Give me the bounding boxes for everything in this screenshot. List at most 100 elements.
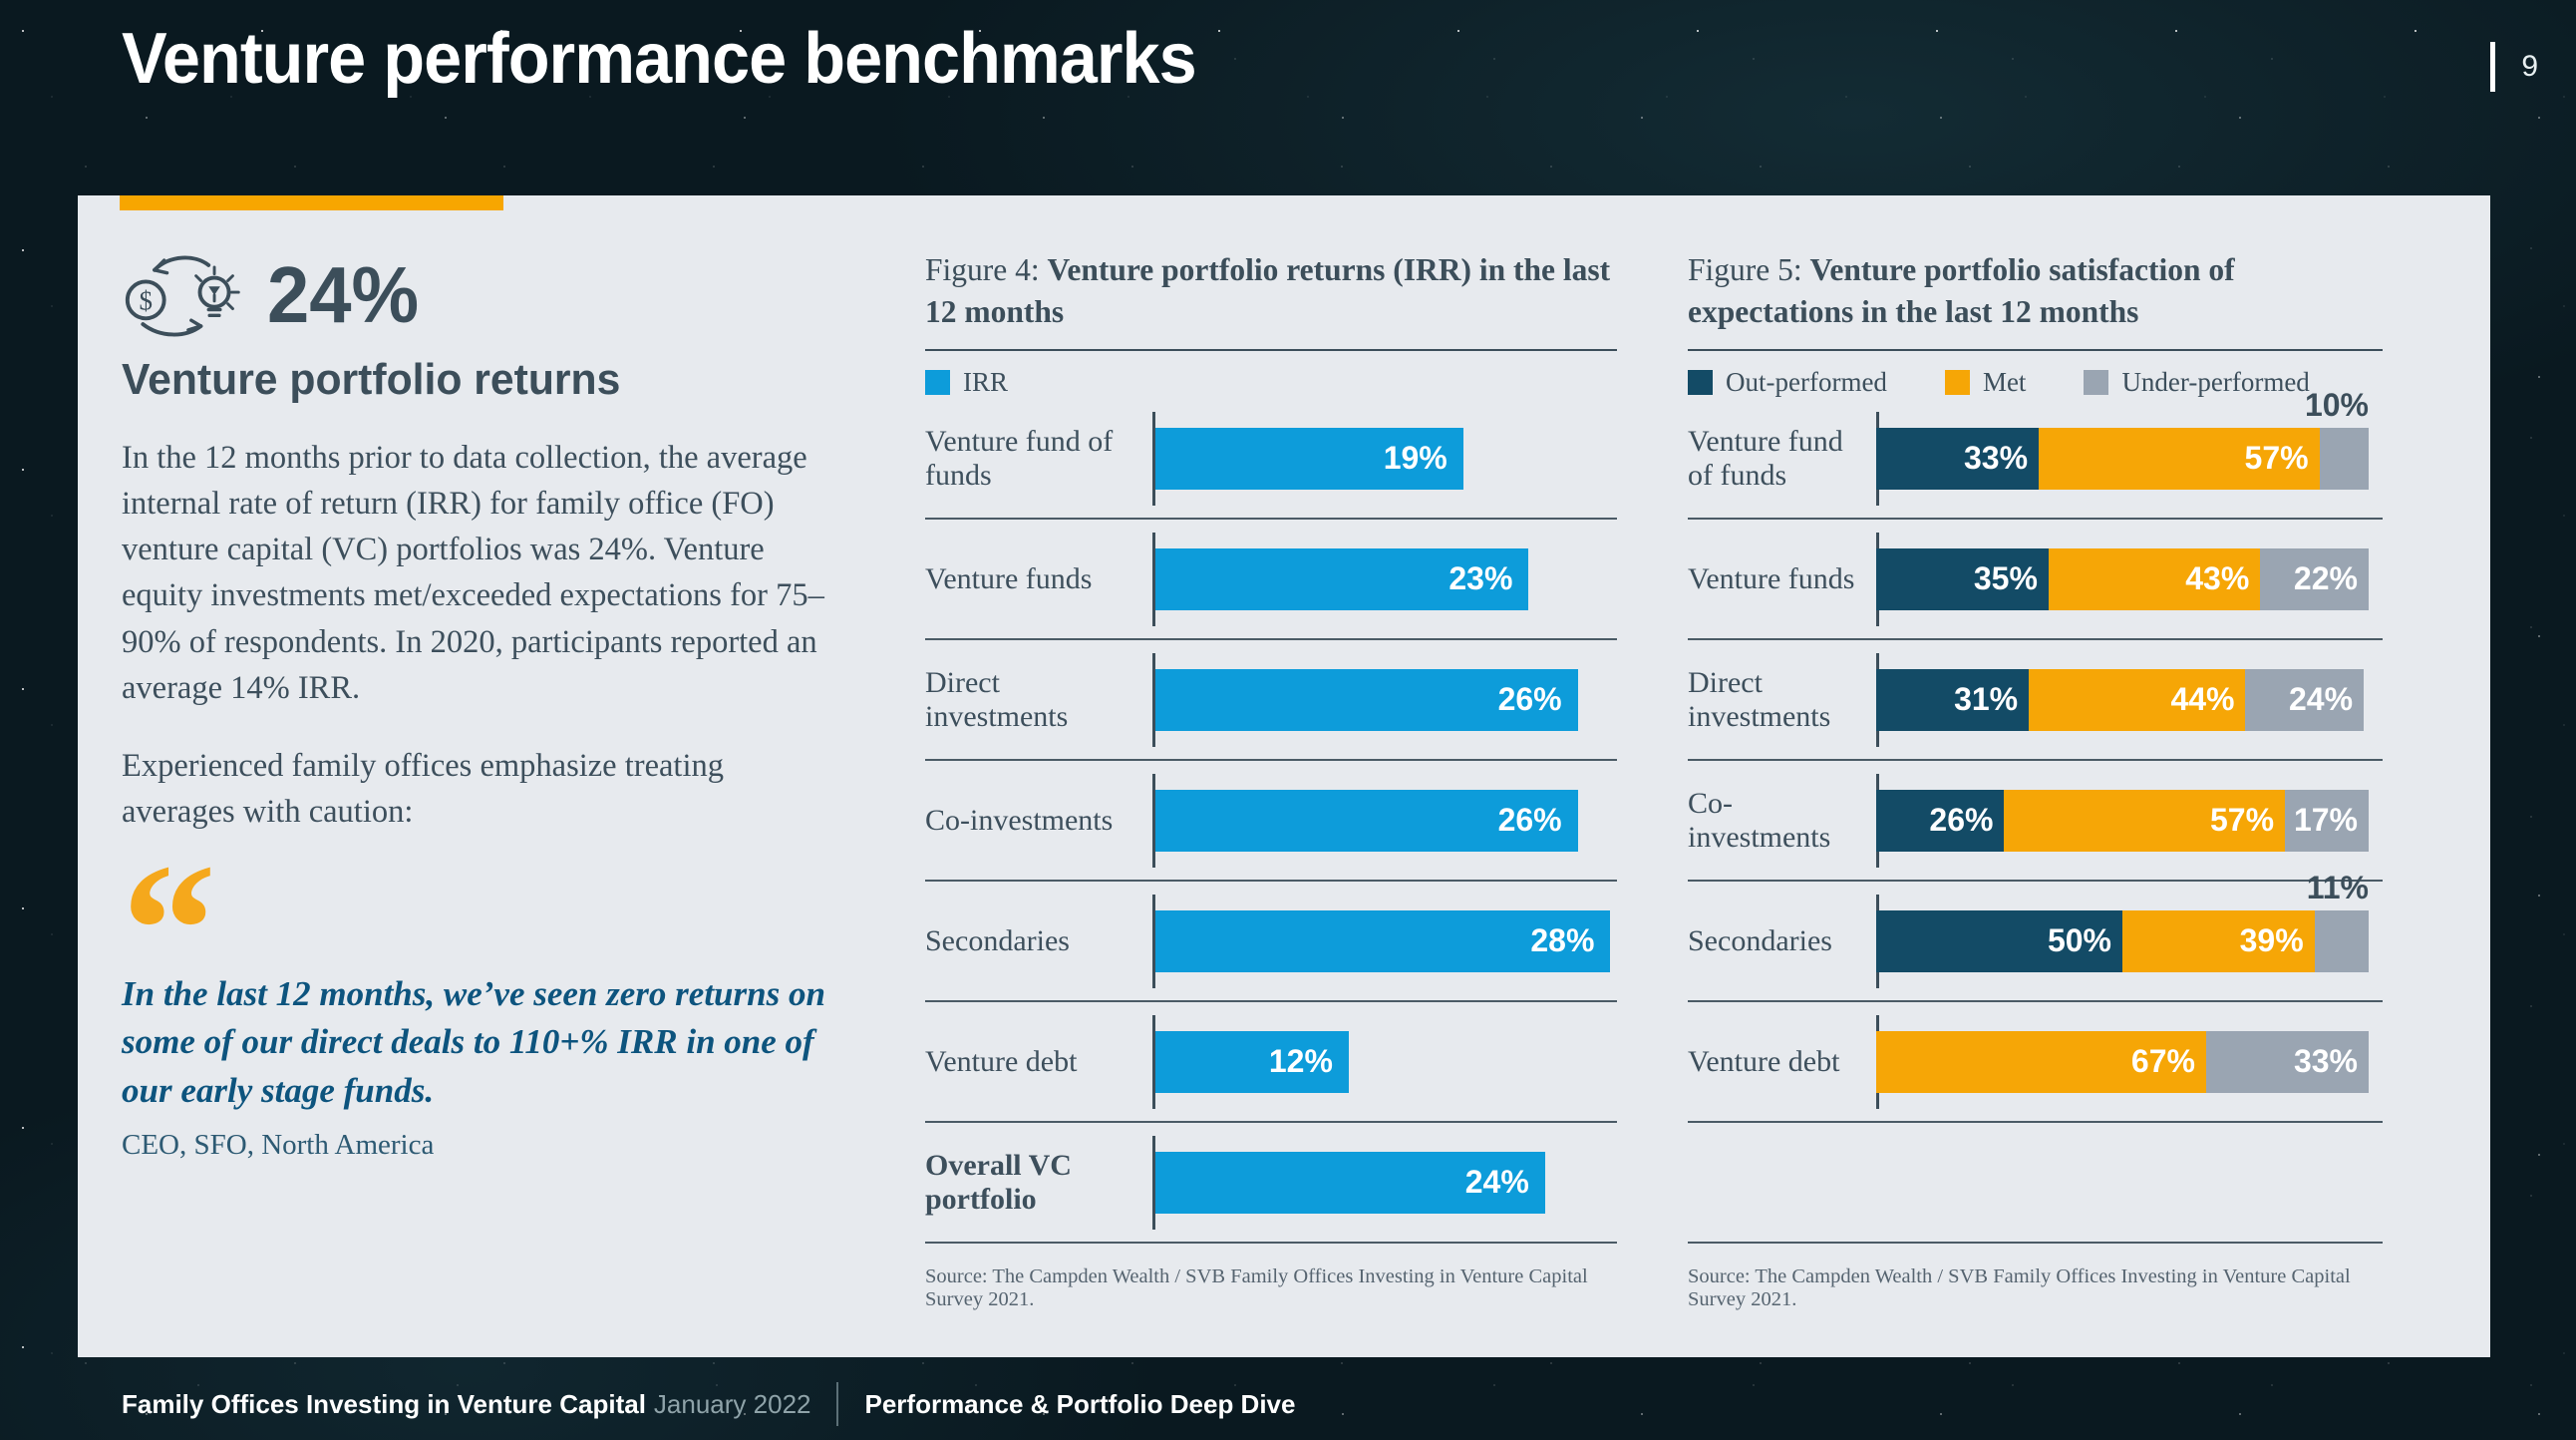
category-label: Venture fund of funds (1688, 424, 1843, 492)
bar-area: 28% (1152, 909, 1617, 972)
category-label: Direct investments (925, 665, 1069, 733)
figure-4: Figure 4: Venture portfolio returns (IRR… (925, 249, 1617, 1357)
bar-segment-under-performed (2314, 909, 2369, 972)
category-label: Co-investments (1688, 786, 1831, 854)
bar-area: 19% (1152, 427, 1617, 490)
bar-area: 33% 57% 10% (1876, 387, 2383, 490)
bar-area: 24% (1152, 1151, 1617, 1214)
figure-4-title-prefix: Figure 4: (925, 252, 1048, 287)
segment-value-label: 31% (1954, 681, 2019, 717)
segment-value-label: 33% (2293, 1043, 2358, 1079)
figure-5-legend: Out-performed Met Under-performed (1688, 367, 2383, 397)
footer-section: Performance & Portfolio Deep Dive (864, 1388, 1296, 1419)
stat-value: 24% (267, 250, 420, 339)
bar: 19% (1152, 427, 1463, 490)
legend-swatch-under-performed (2084, 369, 2109, 395)
segment-value-label: 22% (2293, 560, 2358, 596)
bar-segment-met: 39% (2122, 909, 2315, 972)
segment-value-label: 24% (2288, 681, 2354, 717)
bar: 26% (1152, 668, 1578, 731)
stacked-bar: 26% 57% 17% (1876, 789, 2369, 852)
bar-segment-under-performed: 33% (2205, 1030, 2369, 1093)
bar-area: 35% 43% 22% (1876, 547, 2383, 610)
category-label: Co-investments (925, 803, 1114, 837)
bar: 12% (1152, 1030, 1349, 1093)
chart-row: Venture fund of funds 33% 57% 10% (1688, 387, 2383, 520)
money-idea-exchange-icon: $ (122, 250, 247, 340)
bar-value-label: 26% (1497, 802, 1562, 838)
segment-value-label: 43% (2185, 560, 2250, 596)
segment-value-label: 57% (2209, 802, 2275, 838)
summary-paragraph-1: In the 12 months prior to data collectio… (122, 440, 824, 706)
bar-area: 67% 33% (1876, 1030, 2383, 1093)
footer-date: January 2022 (653, 1388, 811, 1419)
figure-4-title: Figure 4: Venture portfolio returns (IRR… (925, 249, 1617, 335)
quote-attribution: CEO, SFO, North America (122, 1129, 435, 1162)
summary-paragraph-2: Experienced family offices emphasize tre… (122, 747, 724, 830)
accent-bar (120, 195, 503, 210)
segment-value-label: 44% (2170, 681, 2235, 717)
bar-segment-out-performed: 35% (1876, 547, 2049, 610)
page-number-marker: 9 (2490, 42, 2538, 92)
segment-value-label: 33% (1963, 440, 2029, 476)
segment-value-label-outside: 11% (2306, 869, 2369, 905)
chart-row: Co-investments 26% (925, 761, 1617, 882)
bar-segment-under-performed: 17% (2285, 789, 2369, 852)
legend-label: Under-performed (2121, 366, 2310, 397)
segment-value-label: 50% (2047, 922, 2111, 958)
chart-row: Direct investments 31% 44% 24% (1688, 640, 2383, 761)
chart-row (1688, 1123, 2383, 1244)
bar-area: 50% 39% 11% (1876, 870, 2383, 972)
bar-area: 12% (1152, 1030, 1617, 1093)
bar-segment-met: 57% (2039, 427, 2320, 490)
bar-area: 26% (1152, 789, 1617, 852)
legend-swatch-met (1944, 369, 1970, 395)
page-number: 9 (2521, 50, 2538, 83)
chart-row: Overall VC portfolio 24% (925, 1123, 1617, 1244)
segment-value-label: 17% (2293, 802, 2358, 838)
category-label: Venture funds (925, 561, 1093, 595)
stacked-bar: 50% 39% 11% (1876, 870, 2369, 972)
chart-row: Direct investments 26% (925, 640, 1617, 761)
page-title: Venture performance benchmarks (122, 19, 1197, 99)
footer: Family Offices Investing in Venture Capi… (122, 1382, 1295, 1426)
bar: 23% (1152, 547, 1529, 610)
bar-area: 26% 57% 17% (1876, 789, 2383, 852)
summary-column: $ 24% Venture portfolio returns In t (122, 249, 859, 1357)
legend-item-under-performed: Under-performed (2084, 366, 2310, 398)
legend-label: IRR (963, 366, 1009, 397)
category-label: Secondaries (1688, 923, 1832, 957)
bar-segment-under-performed: 24% (2245, 668, 2365, 731)
bar-segment-met: 44% (2029, 668, 2246, 731)
stacked-bar: 67% 33% (1876, 1030, 2369, 1093)
bar-segment-met: 43% (2048, 547, 2261, 610)
bar-area: 31% 44% 24% (1876, 668, 2383, 731)
bar-segment-out-performed: 33% (1876, 427, 2040, 490)
chart-row: Venture fund of funds 19% (925, 399, 1617, 520)
bar-segment-under-performed: 22% (2260, 547, 2369, 610)
chart-row: Secondaries 50% 39% 11% (1688, 870, 2383, 1002)
quote-mark: “ (122, 826, 216, 1036)
bar: 28% (1152, 909, 1611, 972)
chart-row: Venture funds 35% 43% 22% (1688, 520, 2383, 640)
category-label: Venture debt (1688, 1044, 1840, 1078)
category-label: Venture fund of funds (925, 424, 1114, 492)
segment-value-label: 39% (2239, 922, 2304, 958)
svg-text:$: $ (139, 286, 153, 316)
bar-value-label: 12% (1268, 1043, 1333, 1079)
legend-label: Met (1982, 366, 2027, 397)
stat-row: $ 24% (122, 249, 859, 341)
chart-row: Venture debt 67% 33% (1688, 1002, 2383, 1123)
figure-4-title-text: Venture portfolio returns (IRR) in the l… (925, 252, 1611, 329)
figure-4-legend: IRR (925, 367, 1617, 397)
chart-row: Venture debt 12% (925, 1002, 1617, 1123)
bar-area: 23% (1152, 547, 1617, 610)
category-label: Overall VC portfolio (925, 1148, 1072, 1216)
segment-value-label: 26% (1929, 802, 1994, 838)
segment-value-label-outside: 10% (2304, 386, 2369, 423)
footer-document-title: Family Offices Investing in Venture Capi… (122, 1388, 811, 1419)
bar-segment-met: 57% (2004, 789, 2286, 852)
page-number-tick (2490, 42, 2496, 92)
chart-row: Secondaries 28% (925, 882, 1617, 1002)
bar-value-label: 28% (1530, 922, 1595, 958)
